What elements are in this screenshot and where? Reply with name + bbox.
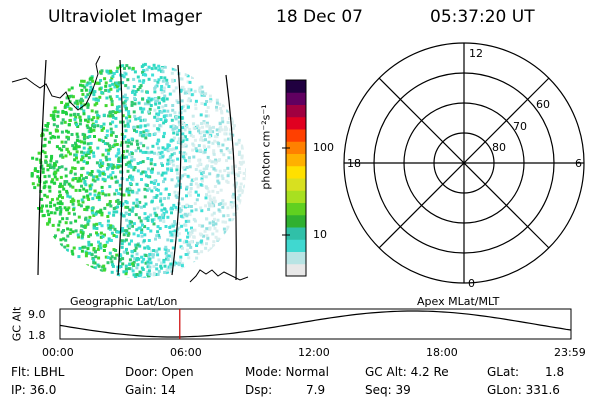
mlt-diagonal-2 bbox=[378, 77, 550, 249]
altitude-ylabel: GC Alt bbox=[10, 306, 24, 342]
colorbar-band bbox=[286, 214, 306, 228]
status-glon: GLon: 331.6 bbox=[487, 383, 560, 397]
colorbar-band bbox=[286, 251, 306, 265]
observation-date: 18 Dec 07 bbox=[276, 7, 363, 27]
colorbar-band bbox=[286, 80, 306, 93]
colorbar-band bbox=[286, 165, 306, 179]
colorbar-band bbox=[286, 116, 306, 130]
status-door: Door: Open bbox=[125, 365, 194, 379]
colorbar-band bbox=[286, 202, 306, 216]
altitude-xtick-0000: 00:00 bbox=[42, 346, 74, 359]
colorbar-band bbox=[286, 92, 306, 105]
status-dsp-label: Dsp: bbox=[245, 383, 273, 397]
mlt-label-6: 6 bbox=[575, 157, 582, 170]
colorbar-band bbox=[286, 190, 306, 203]
mlat-label-60: 60 bbox=[536, 98, 550, 111]
altitude-xtick-1200: 12:00 bbox=[298, 346, 330, 359]
colorbar-band bbox=[286, 227, 306, 240]
geographic-caption: Geographic Lat/Lon bbox=[70, 295, 178, 308]
mlat-label-70: 70 bbox=[513, 120, 527, 133]
status-flt: Flt: LBHL bbox=[11, 365, 65, 379]
colorbar-band bbox=[286, 141, 306, 154]
colorbar-band bbox=[286, 239, 306, 252]
mlt-label-0: 0 bbox=[468, 277, 475, 290]
mlat-label-80: 80 bbox=[492, 141, 506, 154]
observation-time: 05:37:20 UT bbox=[430, 7, 535, 27]
altitude-curve bbox=[59, 310, 572, 338]
mlt-label-18: 18 bbox=[347, 157, 361, 170]
status-seq: Seq: 39 bbox=[365, 383, 411, 397]
colorbar-band bbox=[286, 178, 306, 191]
status-glat-value: 1.8 bbox=[545, 365, 565, 379]
colorbar-band bbox=[286, 263, 306, 277]
status-glat-label: GLat: bbox=[487, 365, 520, 379]
colorbar-tick-label-100: 100 bbox=[313, 141, 334, 154]
altitude-xtick-0600: 06:00 bbox=[170, 346, 202, 359]
altitude-ytick-9: 9.0 bbox=[28, 308, 46, 321]
status-gc-alt: GC Alt: 4.2 Re bbox=[365, 365, 449, 379]
polar-caption: Apex MLat/MLT bbox=[417, 295, 500, 308]
altitude-xtick-1800: 18:00 bbox=[426, 346, 458, 359]
altitude-xtick-2359: 23:59 bbox=[554, 346, 586, 359]
status-dsp-value: 7.9 bbox=[306, 383, 326, 397]
mlt-label-12: 12 bbox=[469, 47, 483, 60]
instrument-title: Ultraviolet Imager bbox=[48, 7, 202, 27]
coastline bbox=[11, 55, 249, 283]
status-mode: Mode: Normal bbox=[245, 365, 329, 379]
colorbar-tick-label-10: 10 bbox=[313, 228, 327, 241]
colorbar-band bbox=[286, 129, 306, 142]
colorbar-band bbox=[286, 153, 306, 167]
altitude-ytick-1-8: 1.8 bbox=[28, 329, 46, 342]
colorbar-band bbox=[286, 104, 306, 118]
status-ip: IP: 36.0 bbox=[11, 383, 57, 397]
status-gain: Gain: 14 bbox=[125, 383, 176, 397]
uvi-image-disk bbox=[30, 62, 246, 278]
